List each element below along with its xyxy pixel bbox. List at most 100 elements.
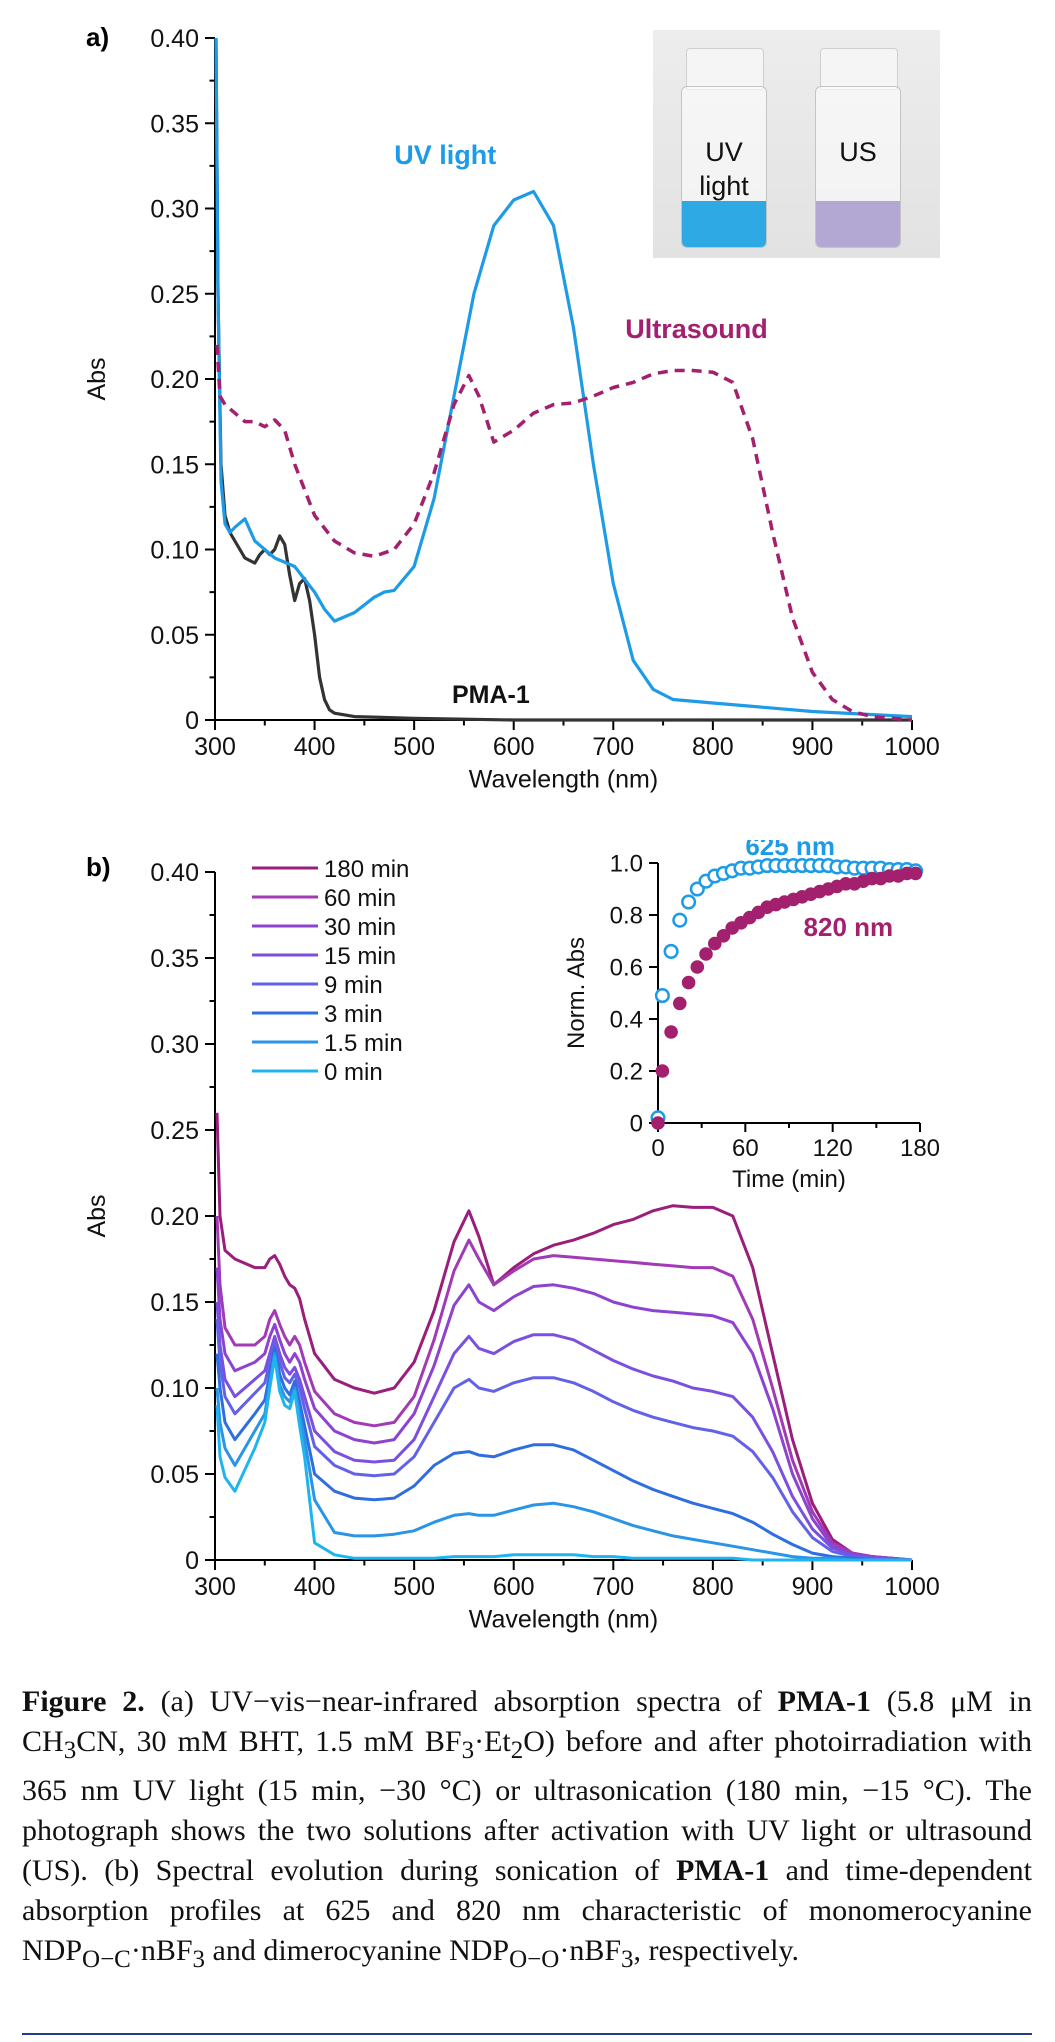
caption-subscript: 3 [461, 1737, 475, 1764]
legend-entry: 9 min [324, 972, 383, 999]
legend-entry: 0 min [324, 1059, 383, 1086]
caption-subscript: 2 [510, 1737, 524, 1764]
y-tick-label: 0.20 [150, 366, 199, 394]
us-vial: US [815, 48, 901, 250]
caption-text: CN, 30 mM BHT, 1.5 mM BF [76, 1725, 462, 1758]
caption-subscript: O−C [82, 1946, 131, 1973]
legend-entry: 30 min [324, 914, 396, 941]
panel-a-svg: a) 300 400 500 600 700 800 900 1000 0 0.05 0.10 0.1… [83, 22, 940, 794]
x-tick-label: 900 [792, 1573, 834, 1601]
y-tick-label: 0.2 [610, 1059, 643, 1086]
caption-text: ·Et [474, 1725, 511, 1758]
annotation-uv-light: UV light [394, 140, 496, 170]
y-tick-label: 0.15 [150, 1289, 199, 1317]
x-axis-label: Time (min) [732, 1166, 846, 1193]
data-point-820-nm [664, 1025, 678, 1039]
panel-a-chart: a) 300 400 500 600 700 800 900 1000 0 0.05 0.10 0.1… [0, 0, 1055, 830]
y-tick-label: 0.30 [150, 196, 199, 224]
data-point-820-nm [908, 866, 923, 881]
series-line-pma-1 [214, 37, 912, 722]
y-tick-label: 0.25 [150, 281, 199, 309]
y-tick-label: 0.10 [150, 1375, 199, 1403]
data-point-625-nm [663, 943, 679, 959]
vial-cap [686, 48, 764, 90]
series-line-180-min [215, 1112, 913, 1562]
vial-glass: UV light [681, 86, 767, 248]
caption-text: (5.8 μM in CH [22, 1685, 1032, 1758]
legend-entry: 60 min [324, 885, 396, 912]
inset-label-625nm: 625 nm [745, 840, 835, 861]
y-tick-label: 0.15 [150, 451, 199, 479]
x-tick-label: 1000 [884, 1573, 940, 1601]
x-tick-label: 1000 [884, 733, 940, 761]
y-axis-label: Abs [83, 1194, 111, 1237]
data-point-820-nm [699, 947, 713, 961]
caption-text: (a) UV−vis−near-infrared absorption spec… [144, 1685, 778, 1718]
y-tick-label: 0 [185, 1547, 199, 1575]
legend-entry: 3 min [324, 1001, 383, 1028]
figure-caption: Figure 2. (a) UV−vis−near-infrared absor… [22, 1682, 1032, 1980]
x-tick-label: 0 [651, 1135, 664, 1162]
x-tick-label: 60 [732, 1135, 759, 1162]
y-tick-label: 0.10 [150, 537, 199, 565]
vial-photo: UV light US [653, 30, 940, 258]
caption-figure-label: Figure 2. [22, 1685, 145, 1718]
y-tick-label: 0.25 [150, 1117, 199, 1145]
caption-compound: PMA-1 [777, 1685, 871, 1718]
caption-subscript: 3 [621, 1946, 634, 1973]
us-vial-liquid [816, 201, 900, 247]
series-line-30-min [215, 1267, 913, 1562]
y-axis-label: Norm. Abs [563, 937, 590, 1049]
series-line-ultrasound [215, 344, 913, 722]
caption-text: , respectively. [633, 1934, 800, 1967]
y-tick-label: 0.35 [150, 945, 199, 973]
y-tick-label: 0.6 [610, 955, 643, 982]
x-axis-label: Wavelength (nm) [469, 1606, 658, 1634]
x-tick-label: 700 [592, 733, 634, 761]
inset-label-820nm: 820 nm [804, 912, 894, 942]
panel-b-chart: b) 300 400 500 600 700 800 900 1000 0 0.05 0.10 0.1… [0, 831, 1055, 1660]
uv-vial: UV light [681, 48, 767, 250]
y-tick-label: 1.0 [610, 851, 643, 878]
data-point-820-nm [690, 960, 705, 974]
x-tick-label: 180 [900, 1135, 940, 1162]
data-point-820-nm [681, 975, 696, 990]
series-line-1-5-min [215, 1352, 912, 1562]
panel-b-label: b) [86, 852, 111, 882]
y-tick-label: 0.35 [150, 110, 199, 138]
y-tick-label: 0.20 [150, 1203, 199, 1231]
x-tick-label: 300 [194, 1573, 236, 1601]
x-tick-label: 800 [692, 733, 734, 761]
y-tick-label: 0.05 [150, 622, 199, 650]
panel-b-svg: b) 300 400 500 600 700 800 900 100000.050.100.1… [83, 831, 940, 1634]
x-tick-label: 700 [592, 1573, 634, 1601]
y-tick-label: 0.05 [150, 1461, 199, 1489]
vial-cap [820, 48, 898, 90]
data-point-625-nm [672, 912, 688, 928]
caption-text: and dimerocyanine NDP [205, 1934, 510, 1967]
annotation-pma-1: PMA-1 [452, 681, 530, 709]
uv-vial-liquid [682, 201, 766, 247]
data-point-625-nm [681, 894, 697, 910]
bottom-rule [22, 2033, 1032, 2035]
panel-a-label: a) [86, 22, 109, 52]
x-tick-label: 800 [692, 1573, 734, 1601]
data-point-820-nm [651, 1116, 665, 1130]
series-line-60-min [215, 1215, 913, 1562]
y-tick-label: 0 [630, 1111, 643, 1138]
series-line-uv-light [214, 37, 913, 719]
us-vial-label: US [839, 137, 877, 167]
caption-subscript: 3 [192, 1946, 206, 1973]
series-line-9-min [215, 1319, 913, 1562]
series-line-15-min [215, 1301, 913, 1562]
x-axis-label: Wavelength (nm) [469, 766, 658, 794]
series-line-0-min [215, 1355, 912, 1562]
caption-text: ·nBF [559, 1934, 622, 1967]
caption-text: O) before and after photoirradiation wit… [22, 1725, 1032, 1887]
y-tick-label: 0.4 [610, 1007, 643, 1034]
x-tick-label: 500 [393, 1573, 435, 1601]
annotation-ultrasound: Ultrasound [625, 314, 768, 344]
y-tick-label: 0.40 [150, 859, 199, 887]
y-axis-label: Abs [83, 357, 111, 400]
caption-subscript: 3 [63, 1737, 77, 1764]
